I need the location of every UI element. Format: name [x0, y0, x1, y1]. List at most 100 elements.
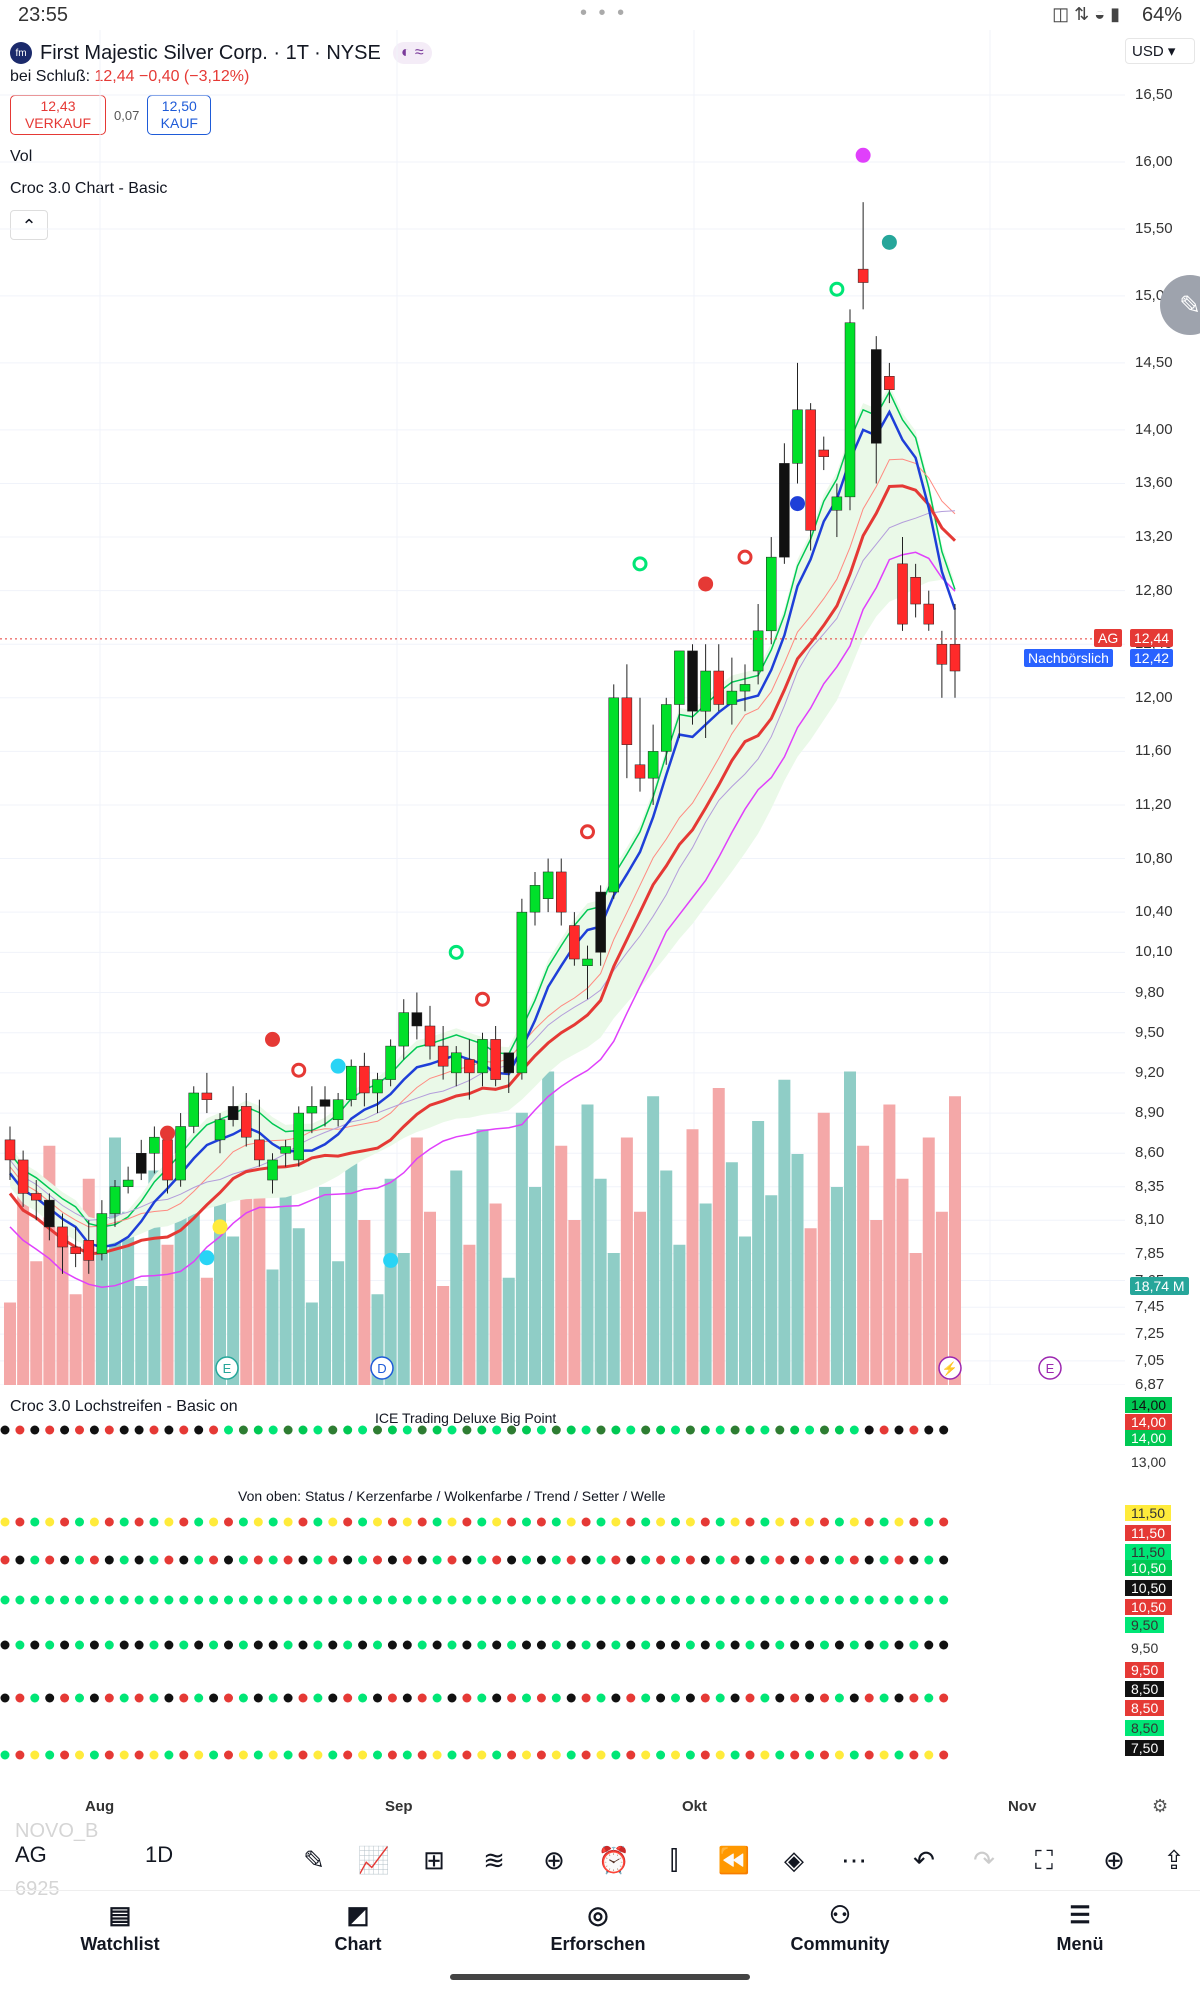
croc-dot: [492, 1693, 502, 1703]
volume-bar: [266, 1269, 279, 1385]
croc-dot: [0, 1640, 10, 1650]
tab-menu[interactable]: ☰ Menü: [1010, 1901, 1150, 1955]
croc-dot: [358, 1750, 368, 1760]
croc-dot: [715, 1595, 725, 1605]
event-marker[interactable]: E: [1038, 1356, 1062, 1380]
price-axis[interactable]: 16,50 16,00 15,50 15,00 14,50 14,00 13,60 13,20…: [1125, 0, 1200, 1400]
croc-dot: [447, 1555, 457, 1565]
volume-bar: [332, 1261, 345, 1385]
candle: [70, 1226, 81, 1268]
lower-panel-state[interactable]: on: [219, 1398, 238, 1415]
volume-bar: [581, 1104, 594, 1385]
more-icon[interactable]: ⋯: [841, 1845, 867, 1875]
croc-dot: [864, 1693, 874, 1703]
templates-icon[interactable]: ⊞: [423, 1845, 445, 1875]
multiwindow-dots[interactable]: • • •: [580, 2, 628, 24]
bottom-nav: ▤ Watchlist ◩ Chart ◎ Erforschen ⚇ Community…: [0, 1890, 1200, 1970]
croc-dot: [30, 1595, 40, 1605]
croc-dot: [209, 1555, 219, 1565]
croc-dot: [417, 1517, 427, 1527]
share-icon[interactable]: ⇪: [1163, 1845, 1185, 1875]
croc-dot: [566, 1750, 576, 1760]
collapse-indicators-button[interactable]: ⌃: [10, 210, 48, 240]
croc-dot: [536, 1425, 546, 1435]
croc-dot: [432, 1750, 442, 1760]
compare-icon[interactable]: ≋: [483, 1845, 505, 1875]
lower-panel-title[interactable]: Croc 3.0 Lochstreifen - Basic on: [10, 1398, 238, 1416]
croc-dot: [15, 1693, 25, 1703]
event-marker[interactable]: D: [370, 1356, 394, 1380]
croc-dot: [522, 1595, 531, 1605]
undo-icon[interactable]: ↶: [913, 1845, 935, 1875]
cloud-line-magenta: [9, 551, 956, 1288]
croc-dot: [671, 1555, 680, 1565]
croc-dot: [611, 1595, 621, 1605]
candle: [477, 1032, 488, 1087]
croc-dot: [790, 1693, 800, 1703]
croc-dot: [820, 1693, 829, 1703]
croc-dot: [939, 1595, 949, 1605]
idea-icon[interactable]: ⊕: [1103, 1845, 1125, 1875]
session-icons[interactable]: ◐ ≈: [392, 42, 432, 64]
tab-chart[interactable]: ◩ Chart: [288, 1901, 428, 1955]
lower-axis-label: 8,50: [1125, 1681, 1165, 1697]
croc-indicator-label[interactable]: Croc 3.0 Chart - Basic: [10, 180, 168, 197]
croc-dot: [298, 1425, 308, 1435]
candle: [687, 644, 698, 725]
croc-dot: [209, 1640, 219, 1650]
volume-indicator-label[interactable]: Vol: [10, 148, 33, 165]
croc-dot: [745, 1555, 755, 1565]
croc-dot: [477, 1693, 487, 1703]
replay-icon[interactable]: ⏪: [717, 1845, 751, 1875]
price-axis-label: 14,00: [1135, 420, 1173, 438]
bid-ask-panel: 12,43 VERKAUF 0,07 12,50 KAUF: [10, 95, 212, 135]
alert-clock-icon[interactable]: ⏰: [597, 1845, 631, 1875]
lower-axis-label: 10,50: [1125, 1580, 1173, 1596]
tab-community[interactable]: ⚇ Community: [770, 1901, 910, 1955]
ghost-symbol: NOVO_B: [15, 1820, 99, 1842]
croc-dot: [536, 1640, 546, 1650]
croc-dot: [30, 1555, 40, 1565]
croc-dot: [641, 1517, 651, 1527]
event-marker[interactable]: E: [215, 1356, 239, 1380]
timeframe-selector[interactable]: 1D: [145, 1842, 174, 1867]
drawing-tool-button[interactable]: ✎: [1160, 275, 1200, 335]
croc-dot: [924, 1693, 934, 1703]
buy-button[interactable]: 12,50 KAUF: [147, 95, 212, 135]
symbol-title[interactable]: First Majestic Silver Corp. · 1T · NYSE: [40, 41, 381, 64]
candle: [582, 945, 593, 1000]
croc-dot: [402, 1517, 412, 1527]
croc-dot: [75, 1517, 84, 1527]
signal-marker: [330, 1058, 346, 1074]
symbol-header[interactable]: fm First Majestic Silver Corp. · 1T · NY…: [10, 38, 432, 68]
axis-settings-icon[interactable]: ⚙: [1152, 1796, 1169, 1816]
croc-dot: [775, 1595, 785, 1605]
croc-dot: [864, 1595, 874, 1605]
chart-type-icon[interactable]: ⫿: [669, 1845, 679, 1875]
sell-label: VERKAUF: [24, 115, 92, 131]
tab-chart-label: Chart: [334, 1934, 382, 1954]
croc-dot: [358, 1555, 368, 1565]
buy-price: 12,50: [161, 98, 197, 114]
fullscreen-icon[interactable]: ⛶: [1034, 1845, 1054, 1875]
tab-watchlist[interactable]: ▤ Watchlist: [50, 1901, 190, 1955]
croc-dot: [671, 1693, 680, 1703]
lower-axis-label: 8,50: [1125, 1720, 1165, 1736]
tab-explore-label: Erforschen: [550, 1934, 646, 1954]
toolbar-symbol[interactable]: AG: [15, 1842, 47, 1867]
indicators-icon[interactable]: 📈: [357, 1845, 391, 1875]
croc-dot: [447, 1640, 457, 1650]
volume-bar: [739, 1236, 751, 1385]
currency-selector[interactable]: USD ▾: [1125, 38, 1195, 64]
redo-icon[interactable]: ↷: [973, 1845, 995, 1875]
tab-explore[interactable]: ◎ Erforschen: [528, 1901, 668, 1955]
price-chart[interactable]: [0, 0, 1125, 1385]
add-icon[interactable]: ⊕: [543, 1845, 565, 1875]
croc-dot: [492, 1555, 502, 1565]
croc-dot: [387, 1425, 397, 1435]
signal-marker: [160, 1125, 175, 1141]
event-marker[interactable]: ⚡: [938, 1356, 962, 1380]
pencil-icon[interactable]: ✎: [303, 1845, 325, 1875]
layers-icon[interactable]: ◈: [784, 1845, 804, 1875]
croc-dot: [894, 1517, 904, 1527]
